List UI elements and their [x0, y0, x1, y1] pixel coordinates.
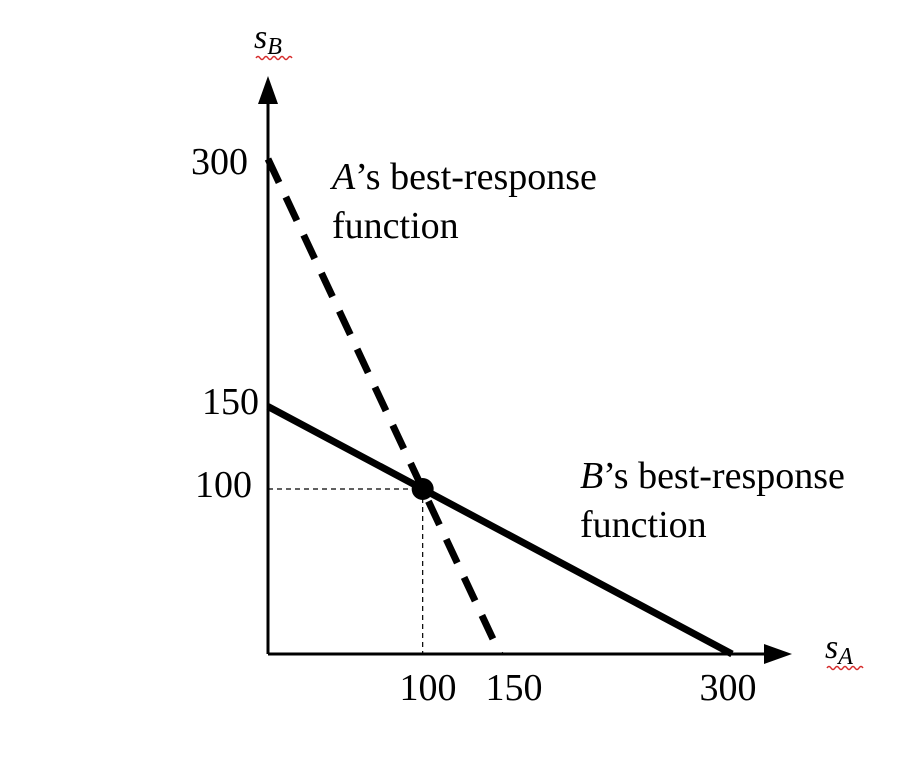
series-b-label-line1: B’s best-response — [580, 455, 845, 497]
series-b-label-player: B — [580, 455, 603, 497]
series-a-label-player: A — [329, 156, 356, 198]
series-b-label-rest: ’s best-response — [603, 455, 845, 497]
y-axis-label-squiggle — [255, 55, 293, 61]
x-axis-label-squiggle — [826, 665, 864, 671]
y-tick-label-300: 300 — [191, 141, 248, 183]
x-axis-label-base: s — [825, 629, 838, 666]
x-axis-label: sA — [825, 629, 853, 670]
x-tick-label-300: 300 — [700, 667, 757, 709]
series-b-label-line2: function — [580, 504, 707, 546]
y-axis-label-base: s — [254, 19, 267, 56]
series-a-label-rest: ’s best-response — [355, 156, 597, 198]
x-axis-label-sub: A — [836, 644, 853, 670]
y-axis-arrowhead — [258, 76, 278, 104]
y-axis-label: sB — [254, 19, 282, 60]
nash-equilibrium-point — [411, 478, 434, 500]
y-tick-label-150: 150 — [202, 381, 259, 423]
series-a-label-line2: function — [332, 205, 459, 247]
y-axis-label-sub: B — [267, 34, 282, 60]
x-axis-arrowhead — [764, 644, 792, 664]
series-line-a-best-response — [264, 157, 504, 656]
x-tick-label-100: 100 — [400, 667, 457, 709]
series-a-label-line1: A’s best-response — [329, 156, 597, 198]
series-line-b-best-response — [266, 403, 734, 658]
y-tick-label-100: 100 — [195, 464, 252, 506]
x-tick-label-150: 150 — [486, 667, 543, 709]
